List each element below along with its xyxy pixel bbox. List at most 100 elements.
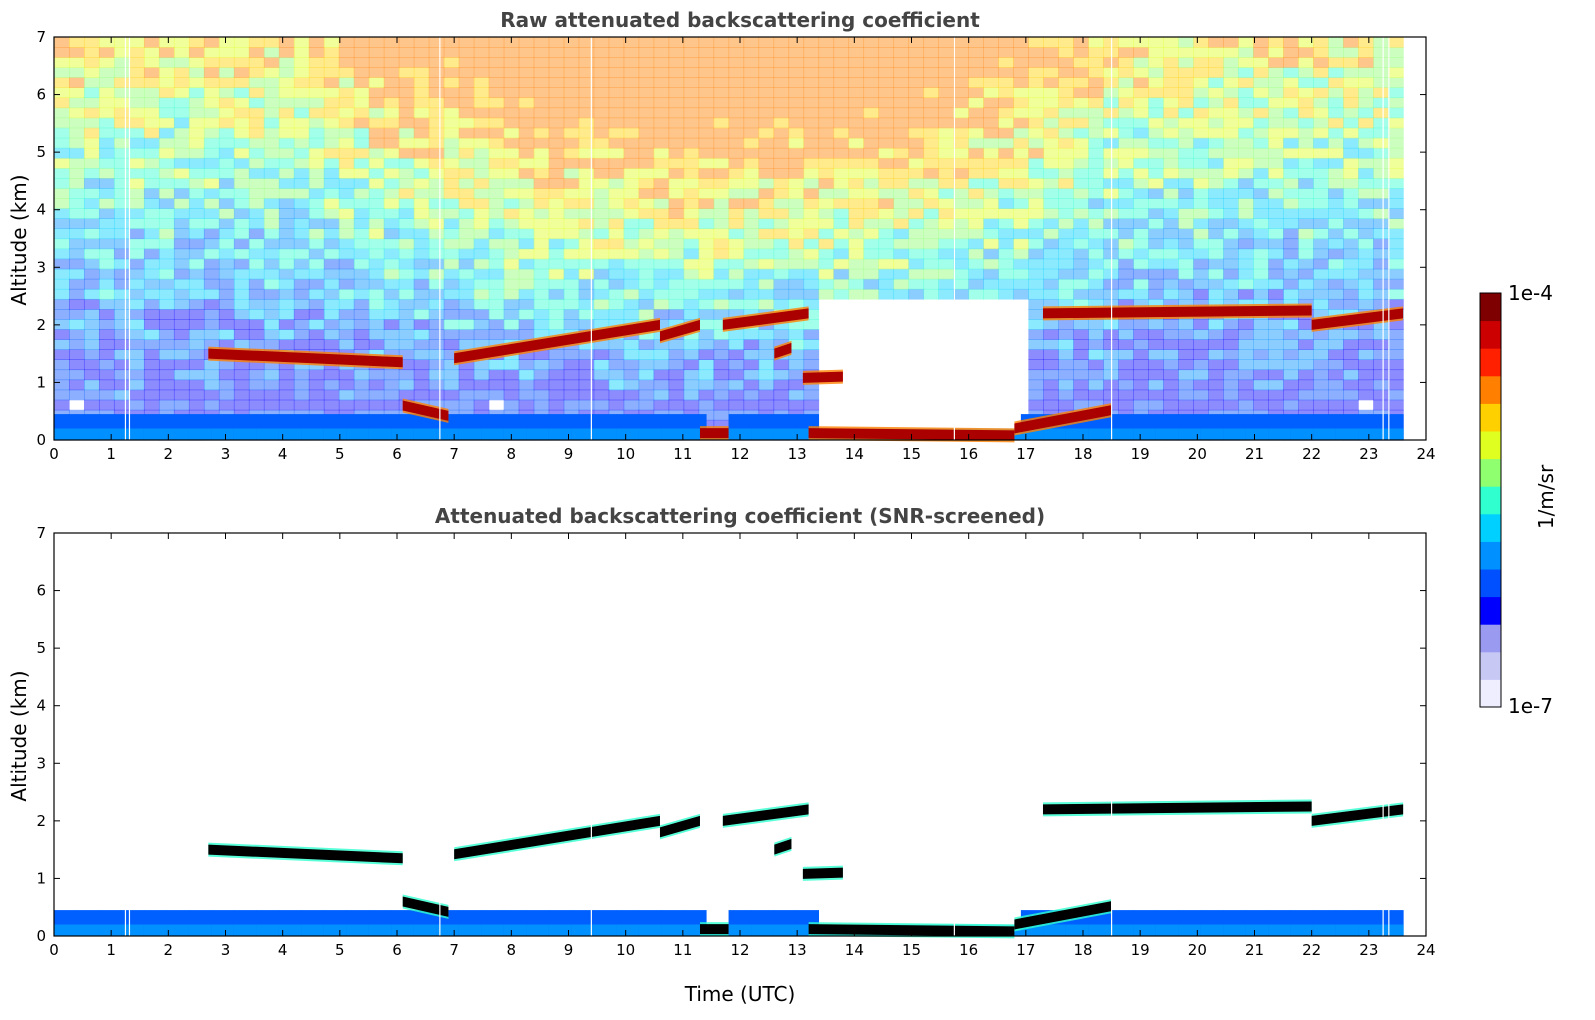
noise-cell [503,208,520,219]
noise-cell [173,238,190,250]
noise-cell [1238,147,1254,159]
noise-cell [383,107,400,119]
noise-cell [263,288,280,300]
noise-cell [1028,178,1044,189]
noise-cell [608,107,625,119]
boundary-layer-core [661,428,685,440]
noise-cell [248,389,265,401]
noise-cell [758,147,775,159]
noise-cell [308,107,325,119]
noise-cell [458,329,475,340]
noise-cell [338,167,355,179]
noise-cell [383,399,400,411]
noise-cell [398,278,415,290]
noise-cell [1043,218,1059,230]
noise-cell [1373,87,1389,99]
noise-cell [338,248,355,260]
noise-cell [743,97,760,109]
noise-cell [1313,188,1329,199]
noise-cell [1313,107,1329,119]
noise-cell [758,248,775,260]
noise-cell [113,137,130,149]
noise-cell [698,258,715,270]
noise-cell [173,137,190,149]
noise-cell [248,147,265,159]
noise-cell [83,107,100,119]
noise-cell [443,37,460,48]
x-tick-label: 14 [845,445,864,463]
noise-cell [938,77,955,88]
noise-cell [1178,208,1194,219]
noise-cell [1358,218,1374,230]
noise-cell [503,238,520,250]
noise-cell [1238,218,1254,230]
noise-cell [1208,117,1224,129]
noise-cell [668,87,685,99]
noise-cell [503,127,520,139]
noise-cell [68,298,85,310]
noise-cell [383,167,400,179]
noise-cell [173,188,190,199]
noise-cell [758,218,775,230]
noise-cell [698,87,715,99]
boundary-layer-core [638,924,662,936]
noise-cell [743,117,760,129]
noise-cell [1178,67,1194,78]
noise-cell [1193,87,1209,99]
noise-cell [728,178,745,189]
noise-cell [803,278,820,290]
x-tick-label: 13 [788,445,807,463]
noise-cell [413,349,430,360]
noise-cell [128,329,145,340]
noise-cell [608,399,625,411]
noise-cell [293,137,310,149]
noise-cell [1343,399,1359,411]
noise-cell [608,278,625,290]
noise-cell [683,107,700,119]
noise-cell [308,218,325,230]
noise-cell [1373,238,1389,250]
noise-cell [1118,178,1134,189]
noise-cell [1253,218,1269,230]
noise-cell [863,137,880,149]
noise-cell [203,379,220,391]
noise-cell [788,97,805,109]
noise-cell [293,127,310,139]
noise-cell [1283,228,1299,240]
noise-cell [248,278,265,290]
noise-cell [968,77,985,88]
boundary-layer-core [1110,428,1134,440]
top-y-axis-label: Altitude (km) [7,174,31,305]
noise-cell [413,268,430,280]
noise-cell [683,137,700,149]
noise-cell [1223,268,1239,280]
noise-cell [1073,278,1089,290]
noise-cell [1388,37,1404,48]
noise-cell [1193,248,1209,260]
noise-cell [1028,329,1044,340]
noise-cell [548,87,565,99]
noise-cell [638,339,655,350]
noise-cell [773,319,790,330]
noise-cell [353,399,370,411]
noise-cell [1373,147,1389,159]
noise-cell [83,77,100,88]
noise-cell [773,238,790,250]
noise-cell [188,399,205,411]
noise-cell [758,278,775,290]
noise-cell [398,238,415,250]
noise-cell [353,157,370,169]
noise-cell [893,147,910,159]
noise-cell [1343,77,1359,88]
noise-cell [923,248,940,260]
noise-cell [1178,288,1194,300]
noise-cell [1343,208,1359,219]
noise-cell [563,107,580,119]
noise-cell [593,288,610,300]
noise-cell [233,208,250,219]
noise-cell [68,77,85,88]
noise-cell [1268,268,1284,280]
noise-cell [503,248,520,260]
noise-cell [323,399,340,411]
noise-cell [878,288,895,300]
